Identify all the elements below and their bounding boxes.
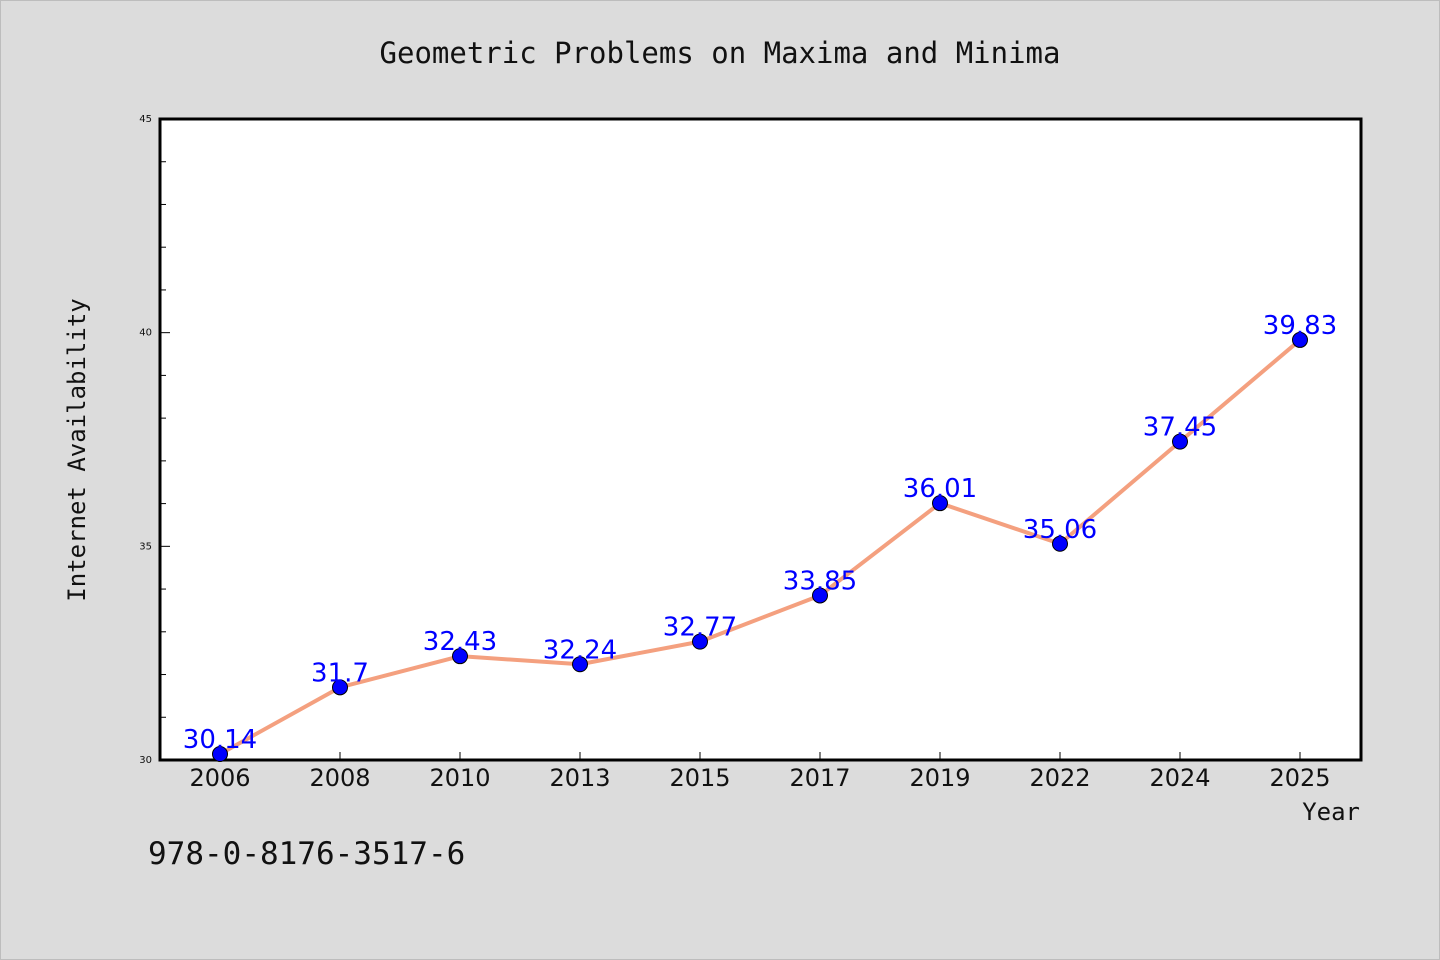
x-tick-label: 2010: [429, 764, 490, 792]
x-tick-label: 2022: [1029, 764, 1090, 792]
y-tick-label: 35: [139, 541, 152, 552]
data-label: 32.43: [423, 627, 497, 657]
data-label: 30.14: [183, 725, 257, 755]
x-tick-label: 2006: [189, 764, 250, 792]
x-axis-label: Year: [1302, 798, 1360, 826]
data-label: 31.7: [311, 658, 369, 688]
x-tick-label: 2017: [789, 764, 850, 792]
chart-title: Geometric Problems on Maxima and Minima: [380, 36, 1061, 70]
series-line: [219, 338, 1302, 756]
data-label: 33.85: [783, 566, 857, 596]
x-tick-label: 2024: [1149, 764, 1210, 792]
data-point: [452, 648, 468, 665]
data-point: [572, 656, 588, 673]
data-label: 32.24: [543, 635, 617, 665]
data-label: 32.77: [663, 613, 737, 643]
y-tick-label: 30: [139, 755, 152, 766]
data-label: 39.83: [1263, 311, 1337, 341]
data-point: [812, 587, 828, 604]
series-group: 30.14 31.7 32.43 32.24 32.77 33.85 36.01 35.06 3…: [183, 311, 1337, 763]
data-point: [1292, 331, 1308, 348]
data-point: [332, 679, 348, 696]
x-tick-label: 2025: [1269, 764, 1330, 792]
x-tick-label: 2015: [669, 764, 730, 792]
footer-code: 978-0-8176-3517-6: [148, 836, 465, 872]
plot-area: [158, 117, 1363, 762]
y-tick-label: 40: [139, 328, 152, 339]
data-label: 35.06: [1023, 515, 1097, 545]
data-point: [1052, 535, 1068, 552]
data-point: [692, 633, 708, 650]
data-point: [1172, 433, 1188, 450]
x-tick-label: 2008: [309, 764, 370, 792]
data-point: [212, 746, 228, 763]
x-tick-label: 2013: [549, 764, 610, 792]
y-axis-ticks: 30 35 40 45: [139, 114, 170, 766]
x-tick-label: 2019: [909, 764, 970, 792]
x-axis-ticks: 2006 2008 2010 2013 2015 2017 2019 2022 2024 2025: [189, 752, 1331, 792]
data-point: [932, 495, 948, 512]
y-axis-label: Internet Availability: [63, 298, 91, 601]
y-tick-label: 45: [139, 114, 152, 125]
data-label: 36.01: [903, 474, 977, 504]
data-label: 37.45: [1143, 413, 1217, 443]
